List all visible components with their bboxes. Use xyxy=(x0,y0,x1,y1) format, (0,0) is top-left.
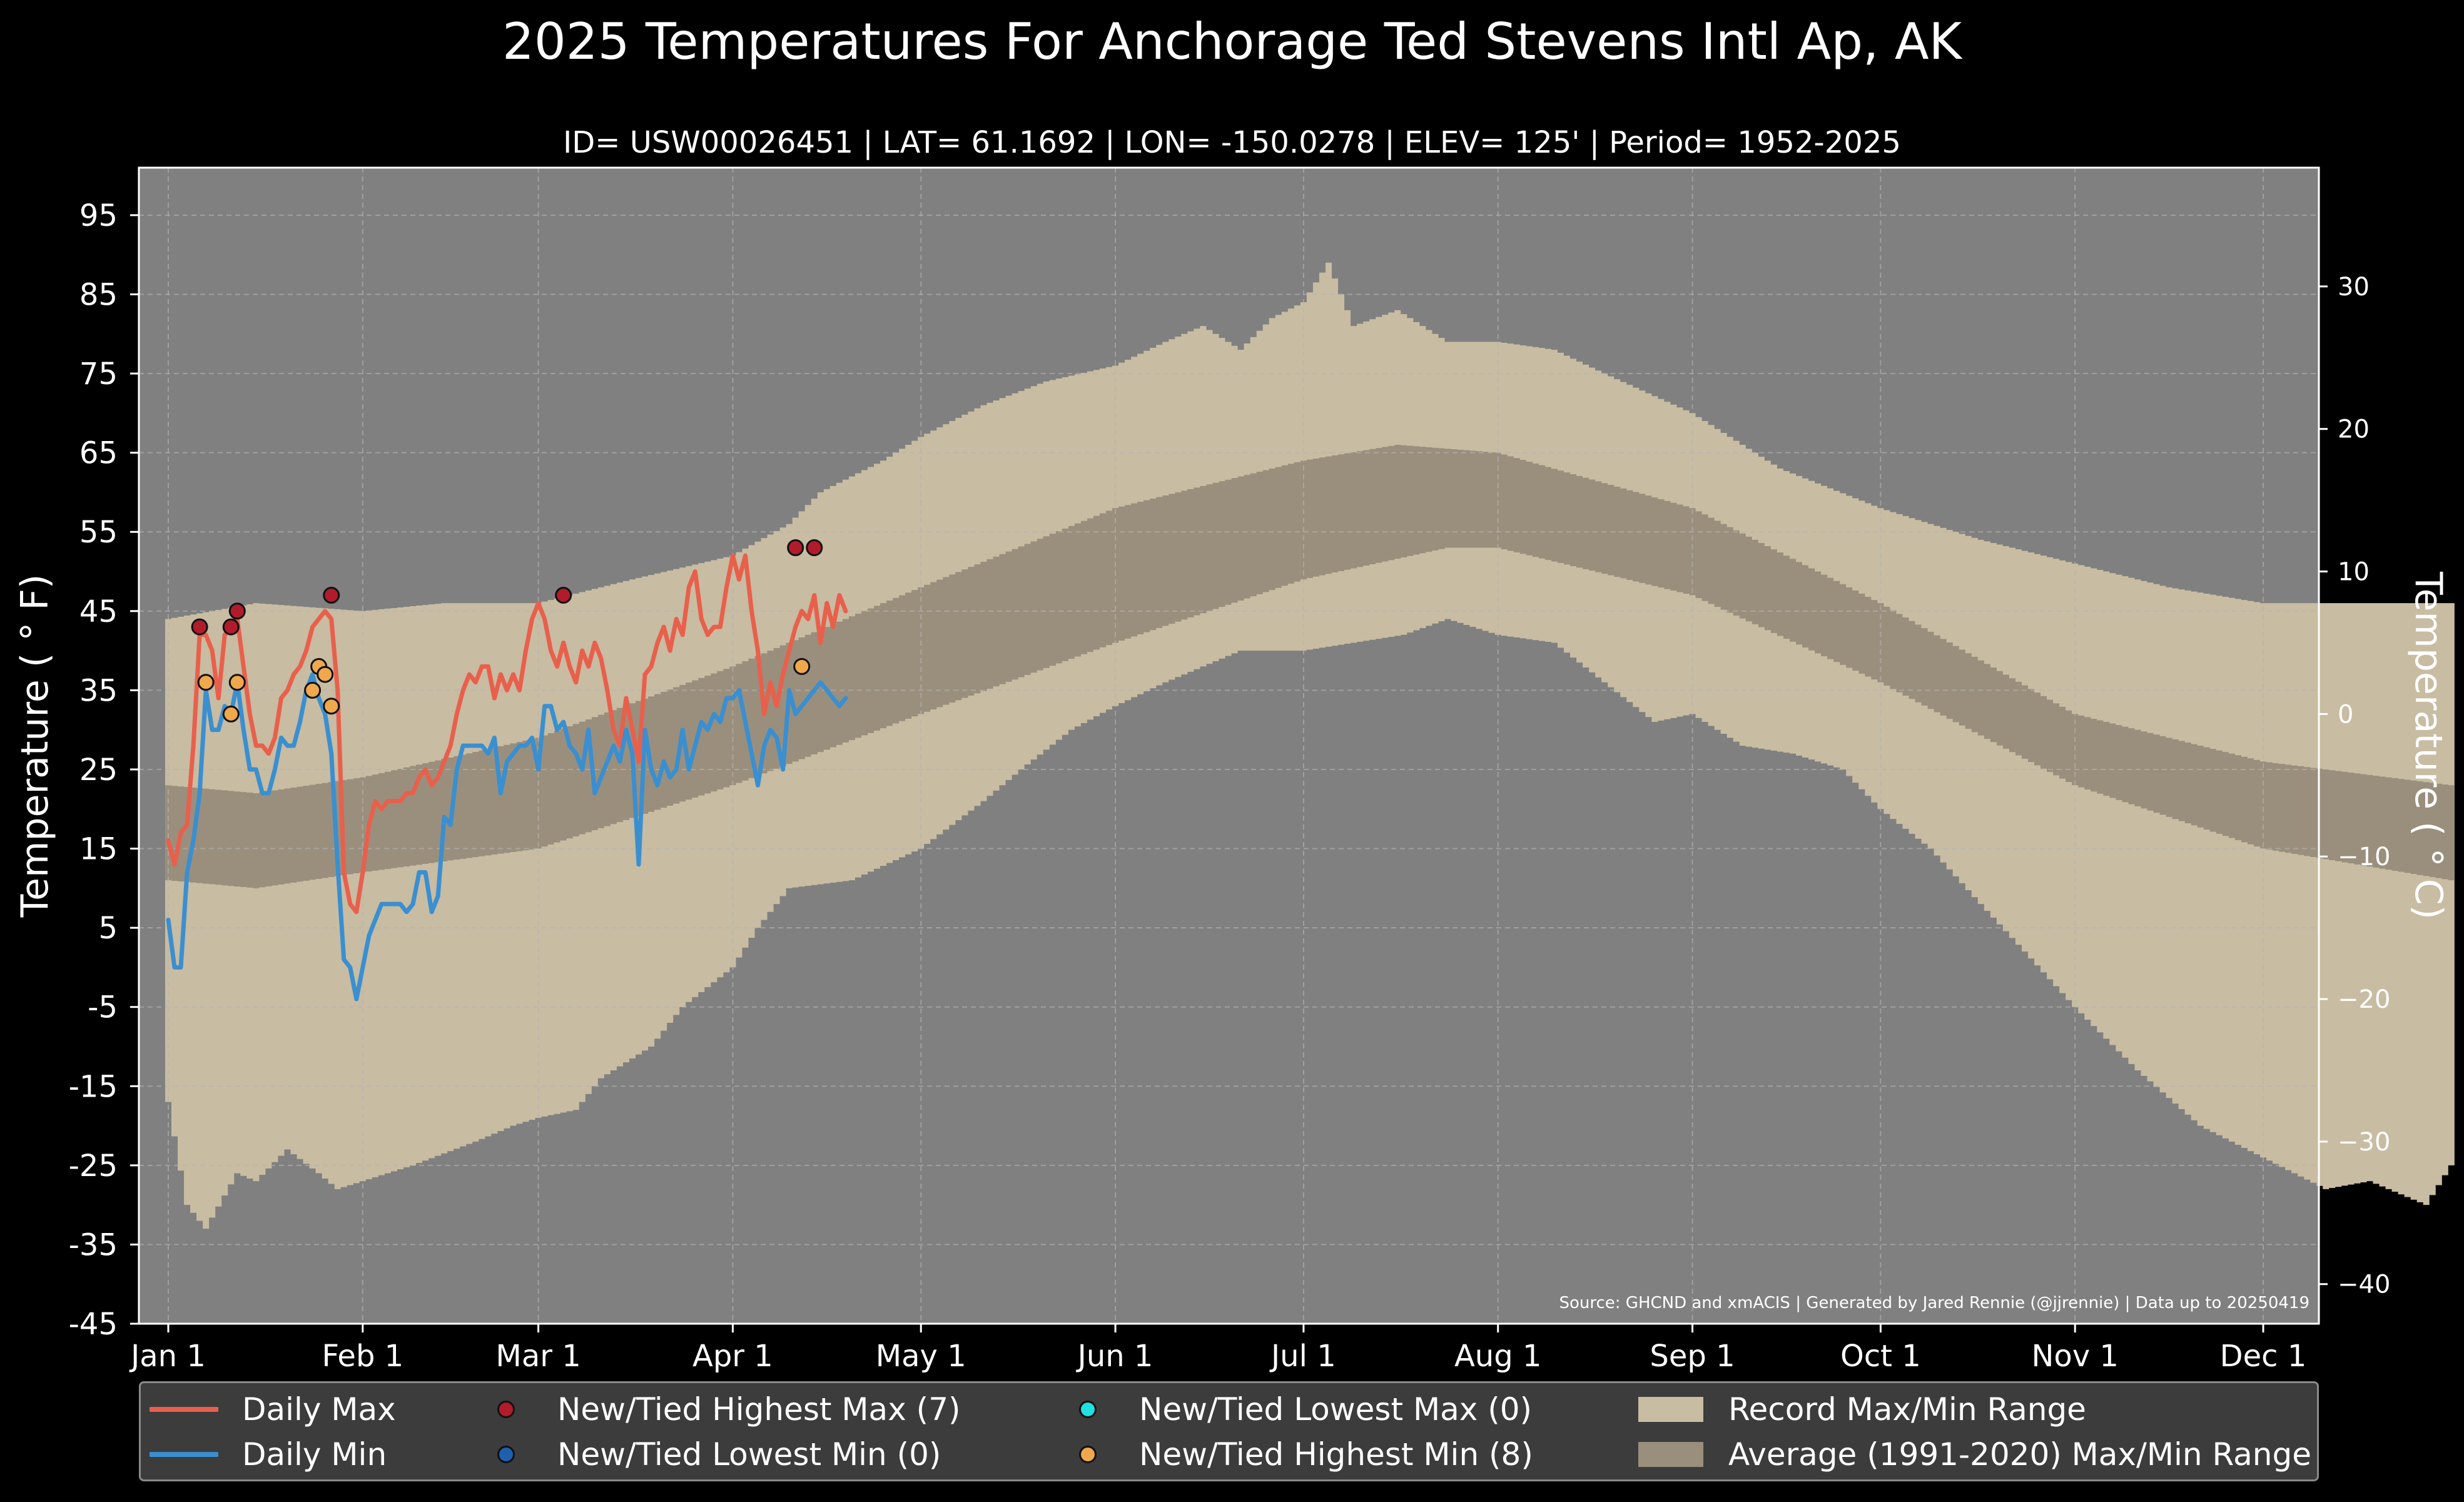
y-tick-label-left: -35 xyxy=(69,1227,118,1262)
highest-min-point xyxy=(197,674,215,691)
x-tick-label: Jul 1 xyxy=(1269,1339,1336,1374)
highest-min-dot-swatch xyxy=(1079,1446,1097,1463)
chart-subtitle: ID= USW00026451 | LAT= 61.1692 | LON= -1… xyxy=(563,125,1901,160)
legend-item-lowest-max: New/Tied Lowest Max (0) xyxy=(1052,1388,1532,1431)
y-tick-label-right: 0 xyxy=(2338,700,2353,729)
y-tick-label-right: −40 xyxy=(2338,1271,2390,1299)
x-tick-label: Mar 1 xyxy=(495,1339,581,1374)
y-tick-label-right: −30 xyxy=(2338,1128,2390,1157)
y-tick-label-right: 30 xyxy=(2338,273,2370,302)
legend-item-highest-max: New/Tied Highest Max (7) xyxy=(470,1388,961,1431)
x-tick-label: Feb 1 xyxy=(322,1339,403,1374)
y-tick-label-left: -45 xyxy=(69,1307,118,1342)
daily-min-line-swatch xyxy=(150,1452,218,1457)
average-range-swatch xyxy=(1638,1442,1703,1467)
x-tick-label: Jun 1 xyxy=(1076,1339,1153,1374)
x-tick-label: Oct 1 xyxy=(1840,1339,1921,1374)
legend-item-record-range: Record Max/Min Range xyxy=(1638,1388,2086,1431)
y-tick-label-right: −20 xyxy=(2338,985,2390,1014)
highest-max-point xyxy=(323,587,340,604)
highest-min-point xyxy=(304,681,322,699)
y-tick-label-left: -25 xyxy=(69,1149,118,1184)
highest-min-point xyxy=(323,698,340,715)
x-tick-label: Jan 1 xyxy=(129,1339,206,1374)
y-tick-label-left: 85 xyxy=(79,278,118,313)
legend: Daily Max Daily Min New/Tied Highest Max… xyxy=(139,1381,2319,1481)
gridlines xyxy=(139,168,2319,1324)
legend-label: New/Tied Highest Min (8) xyxy=(1139,1436,1533,1473)
y-tick-label-left: 35 xyxy=(79,673,118,708)
chart-title: 2025 Temperatures For Anchorage Ted Stev… xyxy=(502,13,1962,71)
legend-label: Record Max/Min Range xyxy=(1728,1391,2086,1428)
highest-max-point xyxy=(787,539,804,557)
y-tick-label-left: 25 xyxy=(79,753,118,788)
y-axis-label-left: Temperature ( ° F) xyxy=(13,574,57,918)
x-tick-label: Sep 1 xyxy=(1650,1339,1735,1374)
daily-max-line xyxy=(166,553,848,915)
legend-label: Average (1991-2020) Max/Min Range xyxy=(1728,1436,2311,1473)
y-tick-label-left: 75 xyxy=(79,357,118,392)
legend-label: New/Tied Lowest Max (0) xyxy=(1139,1391,1533,1428)
y-tick-label-left: 95 xyxy=(79,198,118,233)
y-tick-label-left: -15 xyxy=(69,1069,118,1104)
highest-max-point xyxy=(191,618,208,636)
y-tick-label-left: 15 xyxy=(79,832,118,867)
x-tick-label: Aug 1 xyxy=(1454,1339,1542,1374)
highest-max-point xyxy=(222,618,240,636)
y-tick-label-left: 65 xyxy=(79,436,118,471)
highest-max-point xyxy=(228,602,246,620)
y-axis-label-right: Temperature ( ° C) xyxy=(2406,571,2450,920)
y-tick-label-left: 5 xyxy=(98,911,118,946)
record-range-swatch xyxy=(1638,1397,1703,1422)
source-note: Source: GHCND and xmACIS | Generated by … xyxy=(1559,1294,2309,1312)
x-tick-label: Apr 1 xyxy=(692,1339,773,1374)
legend-label: New/Tied Lowest Min (0) xyxy=(557,1436,941,1473)
legend-item-daily-max: Daily Max xyxy=(150,1388,396,1431)
y-tick-label-right: −10 xyxy=(2338,843,2390,871)
average-range-band xyxy=(165,445,2455,888)
highest-min-point xyxy=(793,657,811,675)
highest-min-point xyxy=(317,666,334,683)
legend-item-average-range: Average (1991-2020) Max/Min Range xyxy=(1638,1433,2311,1476)
y-tick-label-right: 10 xyxy=(2338,558,2370,587)
highest-max-point xyxy=(806,539,823,557)
highest-max-dot-swatch xyxy=(497,1401,515,1418)
y-tick-label-left: -5 xyxy=(88,990,118,1025)
x-tick-label: Dec 1 xyxy=(2220,1339,2307,1374)
legend-item-lowest-min: New/Tied Lowest Min (0) xyxy=(470,1433,941,1476)
lowest-min-dot-swatch xyxy=(497,1446,515,1463)
x-tick-label: May 1 xyxy=(876,1339,966,1374)
legend-label: New/Tied Highest Max (7) xyxy=(557,1391,961,1428)
axes: 95 85 75 65 55 45 35 25 15 5 -5 -15 -25 -35 -45 30 20 10 0… xyxy=(69,198,2391,1374)
daily-series xyxy=(166,553,848,1002)
lowest-max-dot-swatch xyxy=(1079,1401,1097,1418)
highest-min-point xyxy=(228,674,246,691)
record-points xyxy=(191,539,823,723)
y-tick-label-right: 20 xyxy=(2338,415,2370,444)
highest-min-point xyxy=(222,705,240,723)
legend-item-highest-min: New/Tied Highest Min (8) xyxy=(1052,1433,1533,1476)
highest-max-point xyxy=(555,587,572,604)
legend-label: Daily Max xyxy=(242,1391,396,1428)
legend-label: Daily Min xyxy=(242,1436,387,1473)
legend-item-daily-min: Daily Min xyxy=(150,1433,387,1476)
y-tick-label-left: 55 xyxy=(79,515,118,550)
daily-max-line-swatch xyxy=(150,1407,218,1412)
x-tick-label: Nov 1 xyxy=(2031,1339,2118,1374)
daily-min-line xyxy=(166,672,848,1002)
plot-frame xyxy=(138,166,2320,1325)
y-tick-label-left: 45 xyxy=(79,594,118,629)
